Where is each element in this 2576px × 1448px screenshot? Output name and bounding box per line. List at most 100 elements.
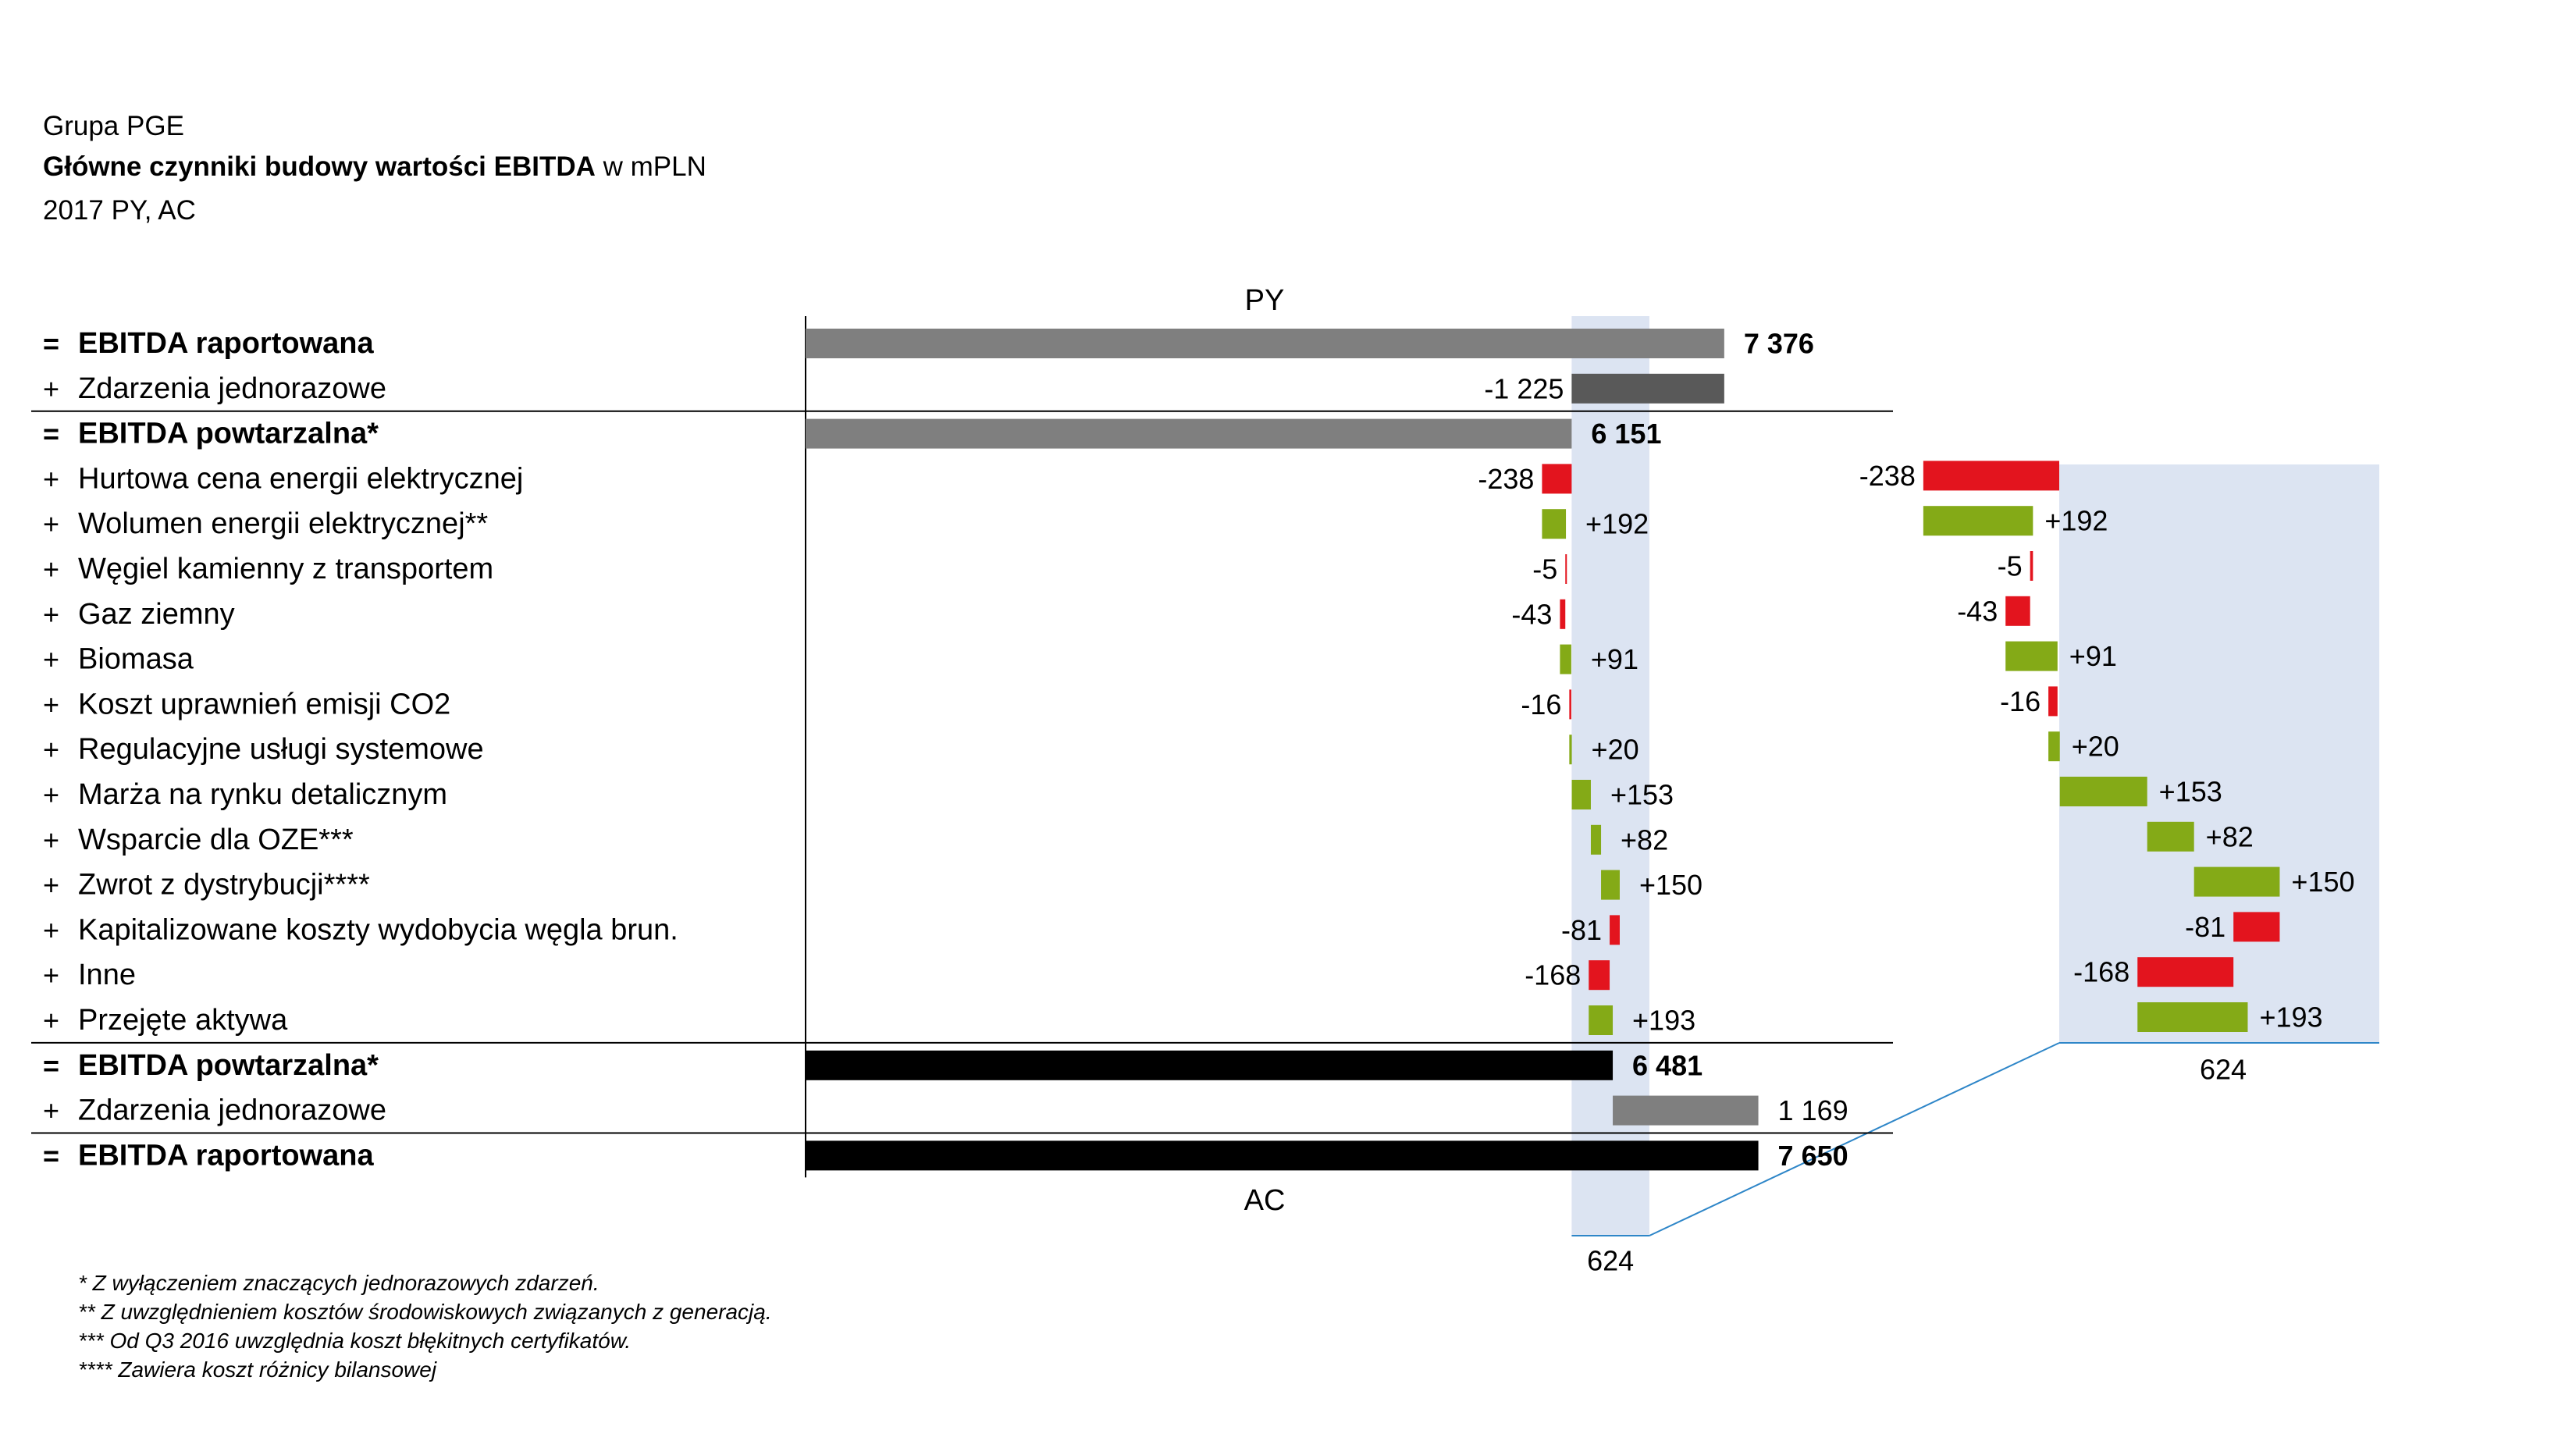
footnote-2: ** Z uwzględnieniem kosztów środowiskowy… (78, 1300, 772, 1324)
zoom-bar (2233, 912, 2280, 942)
zoom-bar (2048, 686, 2058, 717)
zoom-bar (2137, 957, 2234, 987)
row-label: Inne (78, 959, 136, 991)
row-label: EBITDA powtarzalna* (78, 418, 379, 450)
zoom-bar (2048, 731, 2060, 762)
connector-line-diagonal (1649, 1042, 2060, 1236)
zoom-bar (2005, 641, 2058, 671)
py-label: PY (1245, 284, 1285, 317)
waterfall-bar (1560, 599, 1566, 629)
zoom-value-label: -238 (1859, 460, 1916, 492)
row-label: EBITDA raportowana (78, 1139, 374, 1172)
waterfall-bar (1565, 554, 1567, 584)
zoom-value-label: +153 (2159, 776, 2222, 808)
row-sign: + (43, 643, 59, 675)
row-label: Gaz ziemny (78, 598, 235, 631)
row-sign: = (43, 418, 59, 450)
value-label: +193 (1632, 1005, 1695, 1037)
waterfall-bar (1571, 373, 1724, 404)
value-label: +150 (1639, 869, 1703, 901)
zoom-bar (2030, 551, 2033, 581)
value-label: 7 650 (1778, 1140, 1848, 1172)
zoom-value-label: +20 (2072, 731, 2119, 763)
row-sign: + (43, 734, 59, 766)
chart-title-main: Główne czynniki budowy wartości EBITDA (43, 151, 596, 182)
row-sign: + (43, 1005, 59, 1037)
row-sign: + (43, 688, 59, 720)
row-label: EBITDA powtarzalna* (78, 1049, 379, 1082)
value-label: 7 376 (1744, 328, 1814, 360)
zoom-band (2059, 464, 2379, 1044)
row-label: Marża na rynku detalicznym (78, 778, 447, 811)
zoom-bar (2005, 596, 2030, 626)
value-label: +91 (1591, 643, 1638, 675)
row-label: Zdarzenia jednorazowe (78, 372, 386, 405)
highlight-band (1571, 316, 1649, 1236)
waterfall-bar (1613, 1095, 1759, 1126)
row-label: Biomasa (78, 643, 194, 676)
waterfall-bar (1542, 509, 1567, 539)
zoom-value-label: -168 (2073, 956, 2129, 988)
waterfall-bar (806, 1140, 1759, 1171)
zoom-value-label: -81 (2185, 911, 2226, 943)
row-sign: = (43, 328, 59, 360)
waterfall-bar (1569, 689, 1571, 720)
zoom-value-label: +82 (2206, 820, 2254, 852)
row-sign: + (43, 1094, 59, 1126)
row-label: Zwrot z dystrybucji**** (78, 869, 370, 902)
ac-label: AC (1244, 1184, 1286, 1217)
value-label: +20 (1592, 734, 1639, 766)
value-label: 6 481 (1632, 1049, 1703, 1081)
zoom-value-label: +193 (2259, 1002, 2322, 1034)
row-label: EBITDA raportowana (78, 327, 374, 360)
value-label: 1 169 (1778, 1094, 1848, 1126)
band-delta-label: 624 (1587, 1245, 1634, 1277)
footnote-4: **** Zawiera koszt różnicy bilansowej (78, 1357, 437, 1382)
footnote-3: *** Od Q3 2016 uwzględnia koszt błękitny… (78, 1329, 632, 1353)
row-sign: + (43, 779, 59, 811)
row-sign: = (43, 1049, 59, 1081)
waterfall-bar (1571, 780, 1591, 809)
zoom-value-label: -5 (1998, 550, 2023, 582)
value-label: +192 (1585, 508, 1649, 540)
row-sign: + (43, 553, 59, 585)
waterfall-bar (1542, 464, 1572, 494)
chart-period: 2017 PY, AC (43, 195, 196, 226)
value-label: 6 151 (1591, 418, 1661, 450)
value-label: -1 225 (1484, 372, 1564, 404)
value-label: +153 (1610, 779, 1674, 811)
row-label: Hurtowa cena energii elektrycznej (78, 462, 523, 495)
zoom-bar (1923, 506, 2033, 536)
waterfall-bar (1569, 735, 1572, 765)
row-sign: + (43, 463, 59, 495)
waterfall-bar (1589, 960, 1610, 991)
zoom-bar (1923, 461, 2059, 491)
row-label: Wsparcie dla OZE*** (78, 824, 354, 856)
waterfall-bar (1590, 824, 1602, 855)
waterfall-bar (806, 329, 1724, 358)
footnote-1: * Z wyłączeniem znaczących jednorazowych… (78, 1271, 600, 1295)
chart-title: Główne czynniki budowy wartości EBITDA w… (43, 151, 706, 183)
chart-title-unit: w mPLN (595, 151, 706, 182)
waterfall-bar (1610, 915, 1620, 945)
zoom-bar (2059, 777, 2147, 806)
row-sign: = (43, 1140, 59, 1172)
zoom-bar (2194, 866, 2280, 897)
value-label: -5 (1532, 553, 1557, 585)
zoom-bar (2137, 1002, 2248, 1032)
zoom-value-label: -16 (2000, 685, 2041, 717)
value-label: -238 (1478, 463, 1534, 495)
row-sign: + (43, 824, 59, 856)
row-sign: + (43, 914, 59, 946)
waterfall-bar (806, 1050, 1614, 1080)
row-label: Węgiel kamienny z transportem (78, 553, 493, 585)
row-label: Zdarzenia jednorazowe (78, 1094, 386, 1127)
row-label: Wolumen energii elektrycznej** (78, 507, 488, 540)
value-label: -43 (1511, 598, 1552, 630)
company-name: Grupa PGE (43, 111, 184, 141)
zoom-value-label: +192 (2044, 505, 2108, 537)
value-label: -16 (1521, 688, 1561, 720)
row-sign: + (43, 959, 59, 991)
row-label: Przejęte aktywa (78, 1004, 288, 1037)
